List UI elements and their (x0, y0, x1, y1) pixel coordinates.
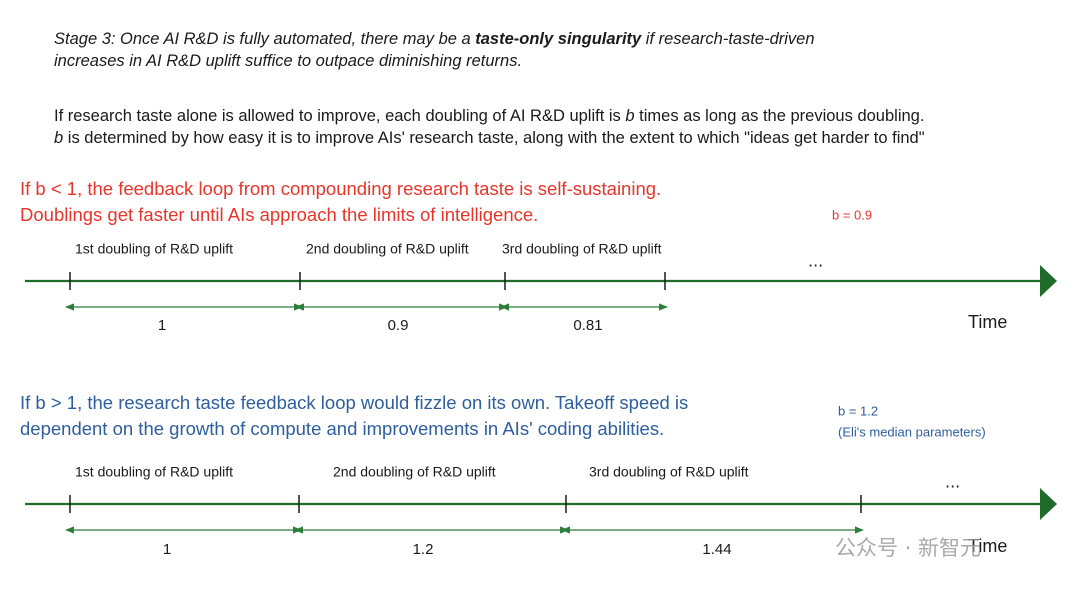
segment-label: 2nd doubling of R&D uplift (333, 464, 496, 480)
explanation-text: If research taste alone is allowed to im… (54, 107, 924, 125)
text-run: increases in AI R&D uplift suffice to ou… (54, 52, 522, 70)
text-run: taste-only singularity (475, 30, 642, 48)
segment-label: 1st doubling of R&D uplift (75, 464, 233, 480)
text-run: Stage 3: Once AI R&D is fully automated,… (54, 30, 475, 48)
explanation-text: b is determined by how easy it is to imp… (54, 129, 925, 147)
duration-label: 0.81 (573, 317, 602, 334)
timeline-arrowhead (1040, 265, 1057, 297)
text-run: times as long as the previous doubling. (635, 107, 925, 125)
stage-text: Stage 3: Once AI R&D is fully automated,… (54, 30, 815, 48)
segment-label: 2nd doubling of R&D uplift (306, 241, 469, 257)
segment-label: 3rd doubling of R&D uplift (502, 241, 662, 257)
text-run: b (54, 129, 63, 147)
ellipsis: ... (945, 473, 960, 492)
duration-label: 0.9 (388, 317, 409, 334)
duration-label: 1 (163, 541, 171, 558)
parameter-label: (Eli's median parameters) (838, 424, 986, 439)
duration-label: 1.2 (413, 541, 434, 558)
text-run: If research taste alone is allowed to im… (54, 107, 625, 125)
axis-label: Time (968, 536, 1007, 556)
scenario-heading: dependent on the growth of compute and i… (20, 418, 664, 439)
stage-text: increases in AI R&D uplift suffice to ou… (54, 52, 522, 70)
segment-label: 3rd doubling of R&D uplift (589, 464, 749, 480)
segment-label: 1st doubling of R&D uplift (75, 241, 233, 257)
text-run: b (625, 107, 634, 125)
scenario-heading: Doublings get faster until AIs approach … (20, 204, 538, 225)
duration-label: 1 (158, 317, 166, 334)
scenario-heading: If b < 1, the feedback loop from compoun… (20, 178, 661, 199)
axis-label: Time (968, 312, 1007, 332)
parameter-label: b = 1.2 (838, 403, 878, 418)
watermark: 公众号 · 新智元 (835, 536, 981, 560)
ellipsis: ... (808, 252, 823, 271)
scenario-heading: If b > 1, the research taste feedback lo… (20, 392, 688, 413)
duration-label: 1.44 (702, 541, 731, 558)
parameter-label: b = 0.9 (832, 207, 872, 222)
text-run: is determined by how easy it is to impro… (63, 129, 925, 147)
timeline-arrowhead (1040, 488, 1057, 520)
text-run: if research-taste-driven (641, 30, 814, 48)
